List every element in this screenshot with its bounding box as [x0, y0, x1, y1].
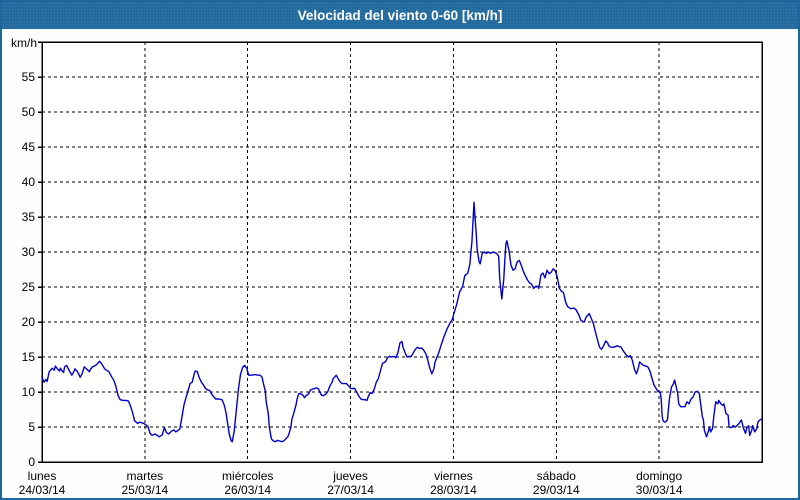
y-axis-label: 25	[22, 280, 36, 294]
x-axis-date-label: 25/03/14	[121, 483, 168, 497]
x-axis-day-label: viernes	[434, 469, 473, 483]
y-axis-label: 5	[28, 420, 35, 434]
y-axis-label: 45	[22, 140, 36, 154]
x-axis-day-label: martes	[127, 469, 164, 483]
y-axis-label: 30	[22, 245, 36, 259]
y-axis-label: 35	[22, 210, 36, 224]
x-axis-date-label: 27/03/14	[327, 483, 374, 497]
y-axis-label: 40	[22, 175, 36, 189]
wind-speed-line	[41, 201, 762, 443]
y-axis-label: 55	[22, 70, 36, 84]
y-axis-label: 15	[22, 350, 36, 364]
x-axis-day-label: domingo	[636, 469, 682, 483]
x-axis-date-label: 26/03/14	[224, 483, 271, 497]
x-axis-day-label: jueves	[332, 469, 368, 483]
x-axis-day-label: miércoles	[222, 469, 273, 483]
y-axis-label: 0	[28, 455, 35, 469]
x-axis-date-label: 30/03/14	[636, 483, 683, 497]
x-axis-date-label: 24/03/14	[19, 483, 66, 497]
x-axis-day-label: lunes	[28, 469, 57, 483]
x-axis-day-label: sábado	[537, 469, 577, 483]
chart-title: Velocidad del viento 0-60 [km/h]	[297, 8, 503, 23]
x-axis-date-label: 28/03/14	[430, 483, 477, 497]
title-bar: Velocidad del viento 0-60 [km/h]	[2, 2, 798, 29]
y-axis-unit-label: km/h	[11, 36, 37, 50]
y-axis-label: 10	[22, 385, 36, 399]
x-axis-date-label: 29/03/14	[533, 483, 580, 497]
y-axis-label: 20	[22, 315, 36, 329]
y-axis-label: 50	[22, 105, 36, 119]
